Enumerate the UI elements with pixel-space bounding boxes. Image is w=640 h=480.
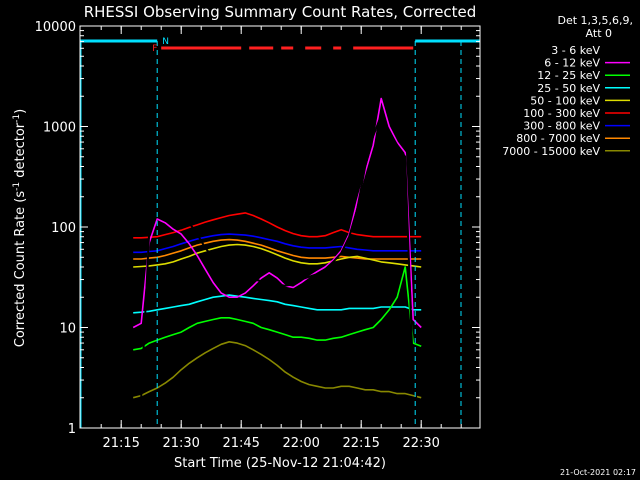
legend-header: Det 1,3,5,6,9,: [557, 14, 633, 27]
x-tick-label: 22:15: [342, 436, 379, 451]
series-line: [133, 294, 422, 314]
legend-label: 100 - 300 keV: [523, 107, 600, 120]
y-axis-label: Corrected Count Rate (s-1 detector-1): [12, 109, 28, 347]
series-line: [133, 238, 422, 260]
axes: 1 10 100 1000 10000 21:15 21:30 21:45 22:00 22:15…: [35, 20, 480, 451]
legend-label: 6 - 12 keV: [544, 57, 600, 70]
legend-header: Att 0: [586, 27, 612, 40]
legend-label: 800 - 7000 keV: [516, 132, 600, 145]
legend-label: 25 - 50 keV: [537, 82, 600, 95]
legend-label: 50 - 100 keV: [530, 94, 600, 107]
series-line: [133, 233, 422, 254]
timestamp: 21-Oct-2021 02:17: [560, 468, 636, 477]
y-tick-label: 100: [51, 221, 76, 236]
flare-label: F: [152, 44, 157, 54]
x-tick-label: 22:30: [402, 436, 439, 451]
y-tick-label: 1000: [43, 121, 76, 136]
series-line: [133, 243, 422, 268]
legend-label: 300 - 800 keV: [523, 120, 600, 133]
series-line: [133, 266, 422, 351]
chart-title: RHESSI Observing Summary Count Rates, Co…: [84, 3, 477, 21]
legend-label: 3 - 6 keV: [551, 44, 600, 57]
y-tick-label: 1: [68, 422, 76, 437]
flag-bars: NF: [80, 37, 480, 428]
legend-label: 12 - 25 keV: [537, 69, 600, 82]
y-tick-label: 10000: [35, 20, 76, 35]
x-tick-label: 22:00: [282, 436, 319, 451]
series-line: [133, 212, 422, 239]
x-tick-label: 21:30: [162, 436, 199, 451]
x-axis-label: Start Time (25-Nov-12 21:04:42): [174, 456, 386, 471]
series-line: [132, 97, 422, 329]
night-label: N: [162, 37, 169, 47]
series-line: [132, 114, 423, 429]
y-tick-label: 10: [59, 322, 76, 337]
series-line: [132, 341, 422, 399]
plot-lines: [132, 97, 423, 429]
x-tick-label: 21:15: [102, 436, 139, 451]
legend-label: 7000 - 15000 keV: [502, 145, 600, 158]
x-tick-label: 21:45: [222, 436, 259, 451]
